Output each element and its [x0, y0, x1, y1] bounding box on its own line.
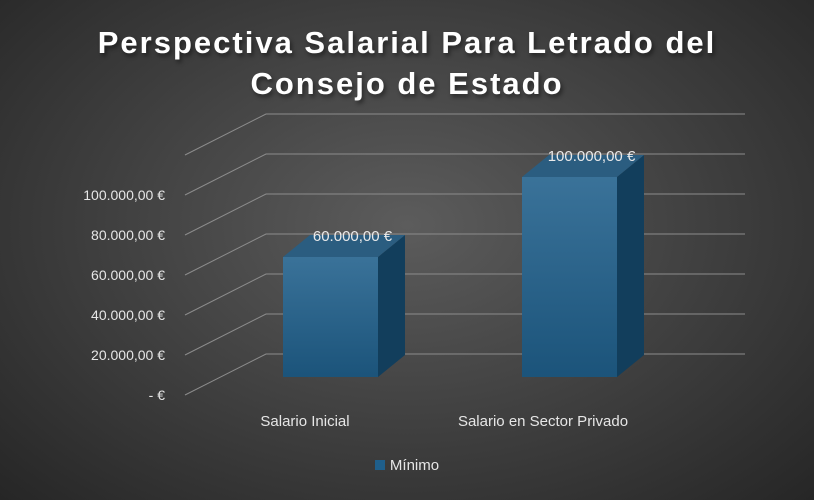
legend-label: Mínimo	[389, 457, 440, 474]
data-label: 100.000,00 €	[548, 148, 636, 165]
chart-title-line-1: Perspectiva Salarial Para Letrado del	[97, 25, 717, 60]
y-tick-label: 80.000,00 €	[91, 227, 165, 243]
bar-side	[378, 235, 405, 377]
legend-swatch	[374, 460, 385, 470]
gridline	[184, 193, 745, 236]
gridline	[184, 113, 745, 156]
x-category-label: Salario en Sector Privado	[458, 413, 628, 430]
bar-front-shade	[283, 257, 378, 377]
bar-top	[283, 235, 405, 257]
bar-top	[522, 155, 644, 177]
gridline	[184, 153, 745, 196]
gridline	[184, 313, 745, 356]
y-tick-label: 40.000,00 €	[91, 307, 165, 323]
bar	[522, 155, 644, 377]
data-label: 60.000,00 €	[313, 228, 393, 245]
chart-title-line-2: Consejo de Estado	[250, 66, 564, 101]
gridline	[184, 273, 745, 316]
y-tick-label: - €	[149, 387, 166, 403]
bar-front-shade	[522, 177, 617, 377]
bar	[283, 235, 405, 377]
y-tick-label: 20.000,00 €	[91, 347, 165, 363]
chart-title: Perspectiva Salarial Para Letrado del Co…	[0, 22, 814, 104]
y-tick-label: 60.000,00 €	[91, 267, 165, 283]
gridline	[184, 353, 745, 396]
gridline	[184, 233, 745, 276]
x-category-label: Salario Inicial	[260, 413, 349, 430]
bar-side	[617, 155, 644, 377]
legend: Mínimo	[0, 457, 814, 474]
y-tick-label: 100.000,00 €	[83, 187, 165, 203]
